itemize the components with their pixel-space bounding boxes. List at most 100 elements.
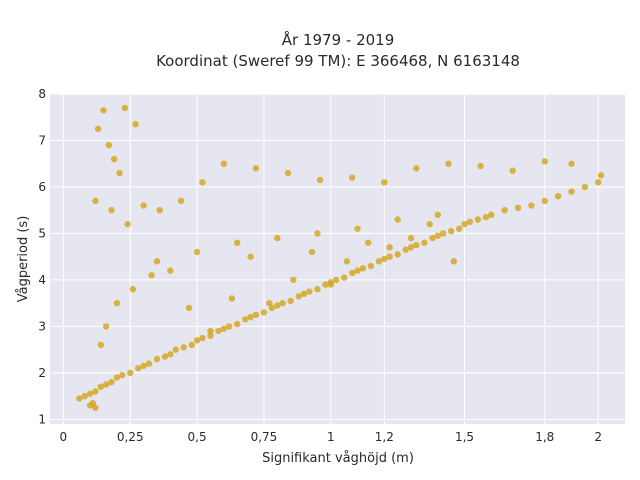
data-point [113, 374, 121, 381]
data-point [110, 155, 118, 163]
data-point [327, 281, 335, 288]
data-point [81, 392, 88, 400]
data-point [268, 304, 276, 312]
data-point [108, 206, 115, 214]
marks-layer [76, 104, 605, 411]
x-tick-label: 1,8 [535, 430, 554, 444]
data-point [332, 276, 340, 284]
data-point [132, 121, 139, 128]
data-point [340, 274, 348, 281]
data-point [97, 383, 105, 391]
x-tick-label: 1,2 [375, 430, 394, 444]
data-point [100, 107, 107, 114]
y-tick-label: 1 [38, 412, 46, 426]
data-point [381, 179, 388, 186]
data-point [102, 323, 110, 330]
data-point [568, 160, 575, 167]
data-point [121, 104, 129, 112]
data-point [482, 213, 490, 221]
data-point [349, 269, 356, 277]
data-point [413, 165, 420, 172]
data-point [279, 299, 286, 307]
data-point [595, 179, 602, 186]
y-tick-label: 8 [38, 87, 46, 101]
data-point [140, 202, 147, 209]
data-point [193, 248, 201, 256]
data-point [193, 337, 201, 344]
data-point [528, 202, 535, 209]
data-point [413, 241, 420, 249]
data-point [89, 399, 96, 407]
data-point [274, 234, 281, 242]
data-point [349, 174, 356, 181]
data-point [450, 258, 458, 265]
chart-title-line-1: År 1979 - 2019 [282, 30, 395, 49]
data-point [477, 162, 484, 170]
data-point [466, 218, 474, 226]
data-point [207, 332, 214, 339]
data-point [234, 320, 241, 328]
data-point [314, 230, 321, 237]
data-point [541, 158, 548, 165]
data-point [153, 258, 161, 265]
x-tick-label: 0,75 [251, 430, 278, 444]
x-tick-label: 2 [594, 430, 602, 444]
data-point [148, 272, 155, 279]
data-point [247, 313, 254, 321]
data-point [92, 197, 99, 205]
data-point [185, 304, 193, 312]
data-point [86, 390, 94, 397]
data-point [354, 267, 361, 274]
data-point [394, 251, 401, 258]
data-point [316, 176, 324, 184]
data-point [290, 276, 297, 284]
data-point [108, 378, 115, 386]
data-point [375, 258, 383, 265]
data-point [199, 334, 206, 342]
data-point [102, 381, 110, 388]
data-point [266, 299, 273, 307]
data-point [554, 193, 562, 200]
x-tick-label: 0 [60, 430, 68, 444]
data-point [228, 295, 236, 302]
y-tick-label: 3 [38, 319, 46, 333]
data-point [167, 351, 174, 358]
data-point [199, 179, 206, 186]
data-point [581, 183, 589, 191]
x-tick-label: 1,5 [455, 430, 474, 444]
x-tick-label: 0,25 [117, 430, 144, 444]
ticks-layer: 0 0,25 0,5 0,75 1 1,2 1,5 1,8 2 1 2 3 4 5 6 7 8 [38, 87, 602, 444]
data-point [455, 225, 463, 232]
data-point [153, 355, 161, 363]
data-point [94, 125, 102, 133]
data-point [343, 258, 351, 265]
data-point [119, 371, 126, 379]
data-point [381, 255, 388, 263]
data-point [501, 206, 508, 214]
data-point [234, 239, 241, 246]
data-point [295, 292, 302, 300]
data-point [242, 316, 249, 323]
grid-layer [50, 93, 625, 424]
data-point [76, 395, 83, 402]
data-point [461, 220, 468, 228]
data-point [113, 299, 121, 307]
data-point [135, 365, 142, 372]
data-point [124, 220, 131, 228]
data-point [359, 265, 367, 272]
data-point [434, 232, 441, 239]
data-point [322, 281, 329, 288]
data-point [509, 167, 516, 174]
data-point [105, 141, 113, 149]
data-point [568, 188, 575, 195]
y-tick-label: 7 [38, 133, 46, 147]
chart-title-line-2: Koordinat (Sweref 99 TM): E 366468, N 61… [156, 52, 520, 70]
data-point [421, 239, 428, 246]
data-point [474, 216, 482, 223]
data-point [274, 302, 281, 309]
data-point [215, 327, 222, 335]
data-point [161, 353, 169, 360]
data-point [140, 362, 147, 370]
